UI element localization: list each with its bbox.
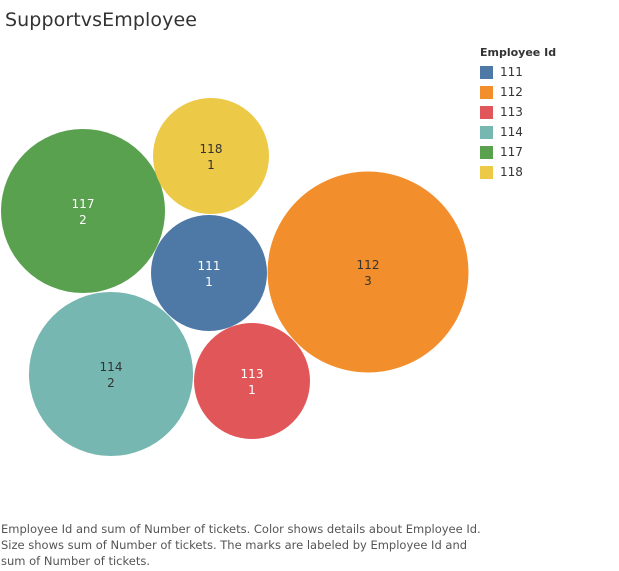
- legend-title: Employee Id: [480, 46, 557, 59]
- bubble-label-value-118: 1: [207, 158, 215, 172]
- bubble-114[interactable]: [28, 291, 194, 457]
- bubble-label-id-111: 111: [198, 259, 221, 273]
- bubble-111[interactable]: [151, 215, 267, 331]
- legend-item-113[interactable]: 113: [480, 102, 610, 122]
- legend-item-117[interactable]: 117: [480, 142, 610, 162]
- legend-label-113: 113: [500, 105, 523, 119]
- legend: Employee Id 111 112 113 114 117 118: [480, 46, 610, 182]
- bubble-label-value-112: 3: [364, 274, 372, 288]
- bubble-label-id-114: 114: [100, 360, 123, 374]
- bubble-118[interactable]: [153, 98, 269, 214]
- bubble-117[interactable]: [0, 128, 166, 294]
- bubble-112[interactable]: [267, 171, 469, 373]
- bubble-label-value-114: 2: [107, 376, 115, 390]
- bubble-label-id-112: 112: [357, 258, 380, 272]
- legend-item-112[interactable]: 112: [480, 82, 610, 102]
- chart-caption: Employee Id and sum of Number of tickets…: [1, 522, 481, 568]
- legend-label-114: 114: [500, 125, 523, 139]
- legend-item-111[interactable]: 111: [480, 62, 610, 82]
- legend-label-112: 112: [500, 85, 523, 99]
- legend-items: 111 112 113 114 117 118: [480, 62, 610, 182]
- legend-item-118[interactable]: 118: [480, 162, 610, 182]
- bubble-label-value-111: 1: [205, 275, 213, 289]
- legend-label-117: 117: [500, 145, 523, 159]
- legend-swatch-118: [480, 165, 493, 179]
- legend-swatch-114: [480, 125, 493, 139]
- chart-title: SupportvsEmployee: [5, 9, 198, 31]
- bubble-label-id-117: 117: [72, 197, 95, 211]
- legend-swatch-117: [480, 145, 493, 159]
- bubble-label-value-113: 1: [248, 383, 256, 397]
- legend-item-114[interactable]: 114: [480, 122, 610, 142]
- legend-swatch-112: [480, 85, 493, 99]
- bubble-113[interactable]: [194, 323, 310, 439]
- bubble-label-id-118: 118: [200, 142, 223, 156]
- legend-label-118: 118: [500, 165, 523, 179]
- legend-swatch-111: [480, 65, 493, 79]
- bubble-label-value-117: 2: [79, 213, 87, 227]
- legend-label-111: 111: [500, 65, 523, 79]
- bubble-label-id-113: 113: [241, 367, 264, 381]
- legend-swatch-113: [480, 105, 493, 119]
